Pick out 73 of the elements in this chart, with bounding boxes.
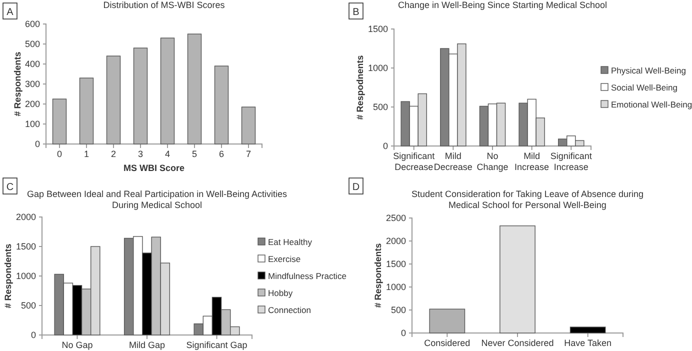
x-tick-label: 3 bbox=[138, 149, 144, 159]
y-axis-title: # Respondents bbox=[373, 243, 384, 308]
text: B bbox=[352, 7, 360, 18]
chart-title: Gap Between Ideal and Real Participation in Well-Being Activities During Medical School bbox=[27, 189, 288, 210]
legend-label: Social Well-Being bbox=[611, 82, 678, 92]
text: C bbox=[6, 182, 14, 193]
y-tick-label: 2000 bbox=[386, 236, 406, 246]
legend-label: Eat Healthy bbox=[268, 237, 313, 247]
bar bbox=[241, 106, 256, 144]
x-tick-label: 1 bbox=[84, 149, 90, 159]
x-tick-label: Never Considered bbox=[481, 338, 554, 348]
y-tick-label: 1000 bbox=[16, 270, 36, 281]
y-tick-label: 100 bbox=[24, 118, 40, 129]
y-tick-label: 1500 bbox=[16, 241, 36, 252]
bar bbox=[214, 66, 229, 144]
bar bbox=[187, 34, 202, 144]
x-tick-label: Mild Increase bbox=[514, 151, 550, 172]
y-tick-label: 1000 bbox=[368, 62, 388, 73]
legend-label: Emotional Well-Being bbox=[611, 100, 692, 110]
bar bbox=[79, 78, 94, 144]
y-tick-label: 400 bbox=[24, 58, 40, 69]
y-tick-label: 0 bbox=[400, 328, 406, 338]
chart-title: Change in Well-Being Since Starting Medical School bbox=[398, 0, 607, 10]
bar bbox=[106, 56, 121, 144]
x-tick-label: Mild Decrease bbox=[434, 151, 472, 172]
legend-label: Connection bbox=[268, 305, 312, 315]
x-tick-label: Considered bbox=[424, 338, 470, 348]
chart-title: Student Consideration for Taking Leave of Absence during Medical School for Personal Well-Being bbox=[412, 189, 644, 210]
y-tick-label: 500 bbox=[24, 38, 40, 49]
y-tick-label: 0 bbox=[382, 140, 388, 151]
x-tick-label: Significant Increase bbox=[550, 151, 592, 172]
y-axis-title: # Respodnents bbox=[355, 55, 366, 120]
x-tick-label: 7 bbox=[246, 149, 252, 159]
legend-label: Mindfulness Practice bbox=[268, 271, 347, 281]
text: A bbox=[6, 7, 14, 18]
y-tick-label: 600 bbox=[24, 18, 40, 29]
y-tick-label: 0 bbox=[30, 330, 36, 340]
y-tick-label: 2500 bbox=[386, 212, 406, 223]
bar bbox=[160, 38, 175, 144]
x-tick-label: Have Taken bbox=[564, 338, 612, 348]
y-tick-label: 2000 bbox=[16, 212, 36, 222]
text: D bbox=[352, 182, 360, 193]
x-tick-label: 0 bbox=[56, 149, 62, 159]
bar bbox=[570, 326, 606, 334]
y-tick-label: 1000 bbox=[386, 282, 406, 292]
y-tick-label: 1500 bbox=[368, 24, 388, 34]
y-tick-label: 500 bbox=[20, 300, 36, 310]
y-tick-label: 300 bbox=[24, 78, 40, 89]
y-tick-label: 0 bbox=[34, 138, 40, 149]
bar bbox=[429, 308, 466, 334]
y-tick-label: 500 bbox=[390, 304, 406, 315]
bar bbox=[52, 98, 67, 144]
x-tick-label: Significant Decrease bbox=[393, 151, 436, 172]
x-tick-label: Mild Gap bbox=[128, 340, 166, 350]
bar bbox=[133, 48, 148, 144]
x-tick-label: 4 bbox=[164, 149, 170, 159]
y-tick-label: 200 bbox=[24, 98, 40, 109]
legend-label: Hobby bbox=[268, 288, 294, 298]
y-tick-label: 500 bbox=[372, 102, 388, 112]
x-tick-label: 5 bbox=[192, 149, 198, 159]
legend-label: Physical Well-Being bbox=[611, 66, 686, 76]
x-axis-title: MS WBI Score bbox=[123, 163, 185, 173]
x-tick-label: Significant Gap bbox=[186, 340, 248, 350]
y-tick-label: 1500 bbox=[386, 258, 406, 269]
x-tick-label: 2 bbox=[110, 149, 116, 159]
bar bbox=[500, 225, 536, 334]
x-tick-label: 6 bbox=[218, 149, 224, 159]
legend-label: Exercise bbox=[268, 254, 301, 264]
x-tick-label: No Gap bbox=[62, 340, 93, 350]
y-axis-title: # Respondents bbox=[3, 244, 14, 308]
y-axis-title: # Respondents bbox=[12, 52, 22, 116]
x-tick-label: No Change bbox=[476, 151, 508, 172]
chart-title: Distribution of MS-WBI Scores bbox=[103, 0, 226, 10]
